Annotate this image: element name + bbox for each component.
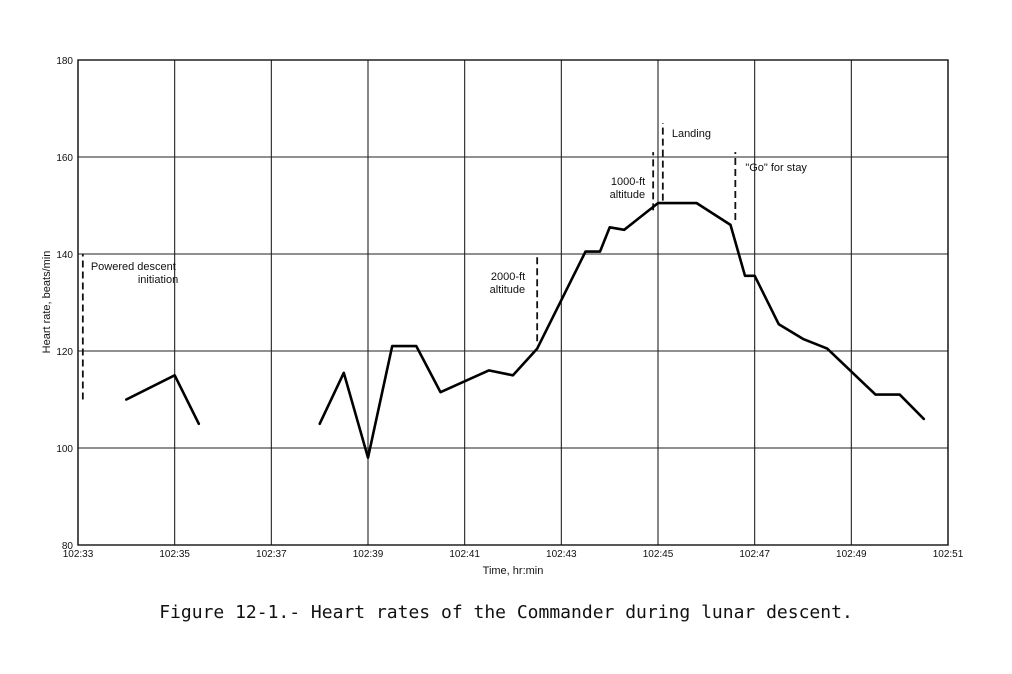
data-point bbox=[898, 393, 901, 396]
data-point bbox=[318, 422, 321, 425]
data-point bbox=[415, 345, 418, 347]
data-point bbox=[623, 228, 625, 231]
heart-rate-series bbox=[125, 201, 926, 459]
data-point bbox=[695, 202, 698, 204]
event-label: 1000-ft bbox=[611, 176, 645, 188]
data-point bbox=[608, 226, 611, 229]
x-tick-label: 102:41 bbox=[449, 549, 480, 560]
event-label: "Go" for stay bbox=[745, 162, 807, 174]
data-point bbox=[391, 345, 393, 347]
data-point bbox=[657, 202, 659, 204]
data-point bbox=[584, 250, 587, 253]
data-point bbox=[512, 374, 514, 377]
x-tick-label: 102:37 bbox=[256, 549, 287, 560]
event-label: Powered descent bbox=[91, 261, 176, 273]
tick-labels: 102:33 102:35 102:37 102:39 102:41 102:43 102:… bbox=[56, 56, 963, 560]
x-tick-label: 102:49 bbox=[836, 549, 867, 560]
event-label: Landing bbox=[672, 128, 711, 140]
y-axis-label: Heart rate, beats/min bbox=[41, 251, 53, 354]
y-tick-label: 80 bbox=[62, 541, 74, 552]
y-tick-label: 100 bbox=[56, 444, 73, 455]
x-axis-label: Time, hr:min bbox=[483, 565, 544, 577]
y-tick-label: 120 bbox=[56, 347, 73, 358]
event-label: initiation bbox=[138, 274, 178, 286]
x-tick-label: 102:39 bbox=[353, 549, 384, 560]
figure-caption: Figure 12-1.- Heart rates of the Command… bbox=[159, 602, 853, 623]
data-point bbox=[439, 391, 442, 394]
y-tick-label: 160 bbox=[56, 153, 73, 164]
event-label: altitude bbox=[490, 284, 525, 296]
y-tick-label: 180 bbox=[56, 56, 73, 67]
plot-frame bbox=[77, 59, 949, 546]
series-line bbox=[318, 201, 926, 459]
data-point bbox=[599, 250, 601, 253]
series-line bbox=[125, 374, 201, 426]
data-point bbox=[802, 338, 804, 340]
data-point bbox=[125, 398, 128, 401]
event-label: 2000-ft bbox=[491, 271, 525, 283]
y-tick-label: 140 bbox=[56, 250, 73, 261]
event-label: altitude bbox=[610, 189, 645, 201]
data-point bbox=[536, 347, 538, 350]
x-tick-label: 102:35 bbox=[159, 549, 190, 560]
data-point bbox=[343, 372, 345, 374]
x-tick-label: 102:47 bbox=[739, 549, 770, 560]
x-tick-label: 102:43 bbox=[546, 549, 577, 560]
data-point bbox=[367, 456, 369, 459]
data-point bbox=[744, 275, 746, 277]
x-tick-label: 102:45 bbox=[643, 549, 674, 560]
data-point bbox=[198, 422, 200, 425]
data-point bbox=[826, 347, 828, 350]
data-point bbox=[874, 393, 877, 396]
data-point bbox=[173, 374, 176, 377]
grid bbox=[77, 59, 949, 546]
data-point bbox=[923, 418, 925, 420]
x-tick-label: 102:33 bbox=[63, 549, 94, 560]
data-point bbox=[753, 275, 756, 277]
data-point bbox=[488, 369, 490, 372]
x-tick-label: 102:51 bbox=[933, 549, 964, 560]
data-point bbox=[729, 224, 732, 226]
data-point bbox=[778, 323, 780, 326]
